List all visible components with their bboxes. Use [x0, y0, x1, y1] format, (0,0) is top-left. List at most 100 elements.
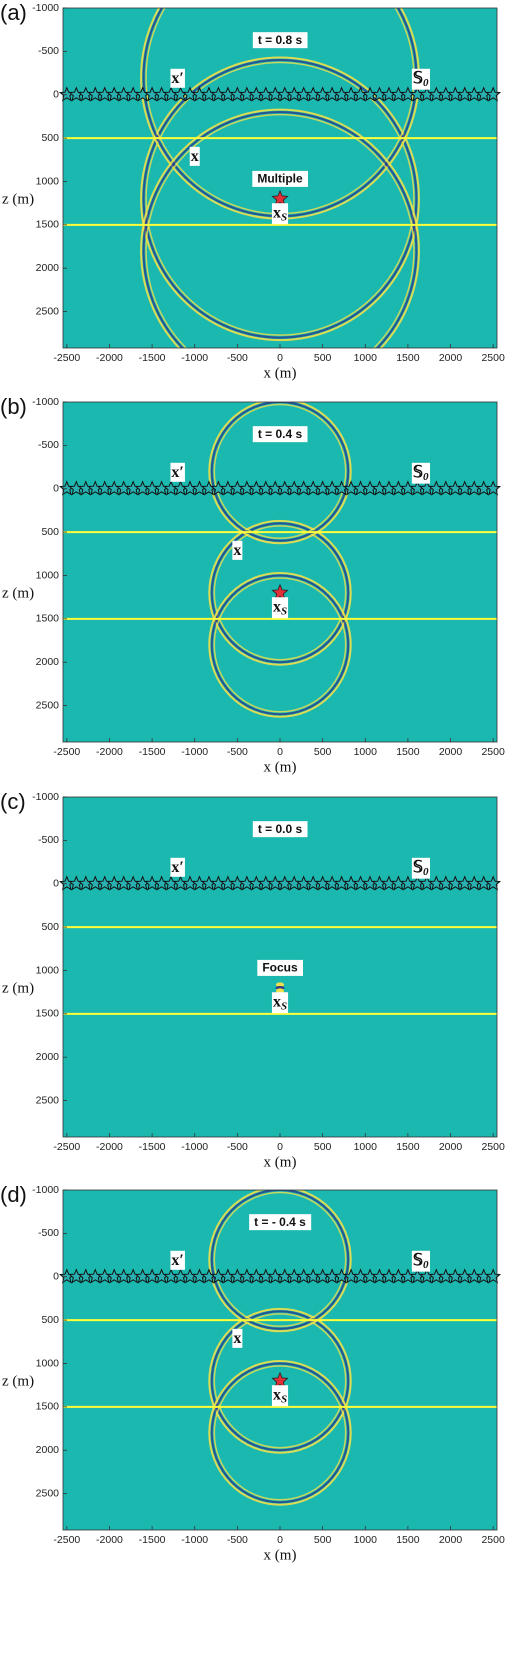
y-axis-label: z (m)	[2, 191, 34, 207]
annotation-text: x	[273, 993, 281, 1010]
label-background	[252, 170, 308, 187]
x-tick-label: -2500	[53, 746, 80, 758]
x-tick-label: 1000	[354, 1534, 378, 1546]
y-tick-label: 1500	[36, 219, 60, 231]
x-axis-label: x (m)	[264, 1547, 297, 1563]
y-tick-label: 0	[53, 89, 59, 101]
label-background	[411, 68, 431, 90]
annotation: x′	[171, 464, 184, 481]
annotation-text: x	[273, 1386, 281, 1403]
x-tick-label: 2500	[481, 1141, 505, 1153]
label-background	[271, 1385, 289, 1407]
y-tick-label: 2500	[36, 1094, 60, 1106]
y-tick-label: 2000	[36, 1444, 60, 1456]
annotation: xS	[273, 598, 287, 617]
x-tick-label: 500	[314, 1534, 332, 1546]
y-axis-label: z (m)	[2, 585, 34, 601]
x-tick-label: 1000	[354, 352, 378, 364]
wavefront-outer	[140, 108, 420, 348]
x-tick-label: -2000	[96, 352, 123, 364]
label-background	[271, 597, 289, 619]
y-tick-label: 1000	[36, 569, 60, 581]
plot-area	[63, 402, 497, 718]
annotation: 𝕊0	[413, 1252, 429, 1271]
x-tick-label: 500	[314, 1141, 332, 1153]
annotation-subscript: 0	[423, 866, 429, 878]
annotation-subscript: 0	[423, 1259, 429, 1271]
time-label: t = - 0.4 s	[254, 1215, 306, 1229]
y-tick-label: 2000	[36, 262, 60, 274]
panel-label: (d)	[0, 1182, 27, 1207]
y-tick-label: -500	[38, 834, 59, 846]
x-tick-label: -1500	[139, 746, 166, 758]
source-star	[271, 189, 289, 207]
wavefront-inner	[213, 1313, 347, 1449]
label-background	[411, 857, 431, 879]
y-tick-label: 500	[41, 526, 59, 538]
x-tick-label: 2000	[439, 746, 463, 758]
y-tick-label: 2500	[36, 305, 60, 317]
annotation-text: Multiple	[257, 172, 303, 186]
panel: -2500 -2000 -1500 -1000 -500 0 500 1000 1500 2000…	[0, 0, 505, 381]
x-tick-label: -500	[227, 352, 248, 364]
x-tick-label: -500	[227, 1141, 248, 1153]
x-tick-label: 1500	[396, 1534, 420, 1546]
wavefront-inner	[213, 525, 347, 661]
label-background	[170, 857, 185, 877]
wavefront-outer	[208, 1307, 352, 1454]
x-tick-label: -500	[227, 746, 248, 758]
x-tick-label: -2500	[53, 1141, 80, 1153]
annotation-text: x′	[171, 70, 184, 87]
y-tick-label: 1500	[36, 1008, 60, 1020]
annotation: 𝕊0	[413, 70, 429, 89]
receiver-star	[485, 875, 502, 891]
annotation-text: x′	[171, 1252, 184, 1269]
annotation-text: x	[233, 1330, 241, 1347]
wavefront	[210, 1310, 350, 1452]
y-tick-label: 1500	[36, 613, 60, 625]
label-background	[170, 1250, 185, 1270]
annotation-text: 𝕊	[413, 1252, 423, 1269]
annotation-text: x	[191, 148, 199, 165]
y-tick-label: -1000	[32, 1184, 59, 1196]
receiver-star	[485, 86, 502, 102]
x-tick-label: -2000	[96, 1141, 123, 1153]
annotation: x′	[171, 70, 184, 87]
annotation-subscript: 0	[423, 471, 429, 483]
annotation-text: 𝕊	[413, 859, 423, 876]
x-axis-label: x (m)	[264, 759, 297, 775]
x-tick-label: 2000	[439, 352, 463, 364]
y-tick-label: 500	[41, 132, 59, 144]
wavefront-outer	[208, 402, 352, 545]
x-tick-label: 2500	[481, 352, 505, 364]
time-label: t = 0.8 s	[258, 33, 303, 47]
label-background	[170, 462, 185, 482]
wavefront	[210, 1362, 350, 1504]
x-axis-label: x (m)	[264, 1154, 297, 1170]
y-tick-label: -1000	[32, 396, 59, 408]
annotation: xS	[273, 204, 287, 223]
wavefront-inner	[213, 1191, 347, 1328]
wavefront-inner	[213, 577, 347, 713]
y-axis-label: z (m)	[2, 1373, 34, 1389]
annotation: 𝕊0	[413, 859, 429, 878]
x-tick-label: 2000	[439, 1534, 463, 1546]
x-tick-label: 0	[277, 746, 283, 758]
y-tick-label: 1000	[36, 175, 60, 187]
plot-area	[63, 1190, 497, 1506]
y-tick-label: 1000	[36, 964, 60, 976]
wavefront-outer	[208, 519, 352, 666]
annotation-text: x	[273, 598, 281, 615]
x-tick-label: 0	[277, 1141, 283, 1153]
x-tick-label: -1500	[139, 352, 166, 364]
annotation: Multiple	[257, 172, 303, 186]
annotation-subscript: S	[281, 1000, 287, 1012]
annotation-text: x	[233, 542, 241, 559]
y-tick-label: 2000	[36, 656, 60, 668]
x-tick-label: 2500	[481, 746, 505, 758]
annotation-text: x	[273, 204, 281, 221]
x-tick-label: -1000	[181, 1141, 208, 1153]
label-background	[249, 1214, 312, 1231]
panel-label: (c)	[0, 789, 26, 814]
